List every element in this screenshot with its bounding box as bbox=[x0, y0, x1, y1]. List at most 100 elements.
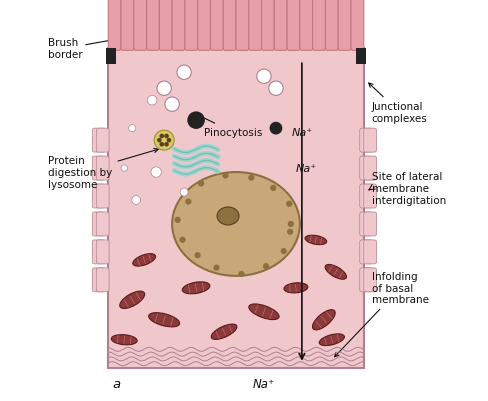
FancyBboxPatch shape bbox=[121, 0, 134, 51]
Circle shape bbox=[121, 166, 127, 172]
FancyBboxPatch shape bbox=[364, 129, 377, 153]
Circle shape bbox=[165, 98, 179, 112]
Text: Brush
border: Brush border bbox=[48, 38, 107, 60]
Circle shape bbox=[158, 139, 161, 142]
FancyBboxPatch shape bbox=[96, 184, 109, 209]
Ellipse shape bbox=[120, 292, 144, 309]
FancyBboxPatch shape bbox=[364, 184, 377, 209]
FancyBboxPatch shape bbox=[325, 0, 338, 51]
FancyBboxPatch shape bbox=[351, 0, 364, 51]
Ellipse shape bbox=[183, 282, 210, 294]
FancyBboxPatch shape bbox=[236, 0, 249, 51]
Circle shape bbox=[198, 180, 203, 185]
Bar bbox=[356, 49, 366, 65]
Ellipse shape bbox=[149, 313, 180, 327]
Circle shape bbox=[269, 188, 274, 193]
Text: Protein
digestion by
lysosome: Protein digestion by lysosome bbox=[48, 149, 158, 189]
FancyBboxPatch shape bbox=[96, 129, 109, 153]
Circle shape bbox=[180, 188, 188, 196]
FancyBboxPatch shape bbox=[360, 268, 372, 292]
Circle shape bbox=[160, 143, 163, 146]
Circle shape bbox=[269, 82, 283, 96]
FancyBboxPatch shape bbox=[96, 213, 109, 236]
FancyBboxPatch shape bbox=[92, 240, 105, 264]
FancyBboxPatch shape bbox=[210, 0, 223, 51]
Circle shape bbox=[291, 230, 296, 235]
Text: Na⁺: Na⁺ bbox=[292, 128, 313, 138]
Circle shape bbox=[257, 70, 271, 84]
Text: Na⁺: Na⁺ bbox=[253, 377, 275, 390]
Circle shape bbox=[286, 202, 291, 207]
FancyBboxPatch shape bbox=[287, 0, 300, 51]
FancyBboxPatch shape bbox=[92, 213, 105, 236]
Ellipse shape bbox=[217, 207, 239, 225]
FancyBboxPatch shape bbox=[92, 268, 105, 292]
Circle shape bbox=[264, 265, 269, 269]
FancyBboxPatch shape bbox=[360, 157, 372, 180]
FancyBboxPatch shape bbox=[364, 240, 377, 264]
Circle shape bbox=[165, 143, 168, 146]
FancyBboxPatch shape bbox=[360, 129, 372, 153]
Circle shape bbox=[269, 122, 283, 135]
Circle shape bbox=[248, 178, 253, 182]
Circle shape bbox=[132, 196, 141, 205]
Circle shape bbox=[157, 82, 171, 96]
Circle shape bbox=[239, 271, 244, 276]
FancyBboxPatch shape bbox=[262, 0, 274, 51]
FancyBboxPatch shape bbox=[96, 240, 109, 264]
FancyBboxPatch shape bbox=[364, 213, 377, 236]
Circle shape bbox=[154, 131, 174, 151]
Circle shape bbox=[291, 222, 296, 227]
Ellipse shape bbox=[319, 334, 345, 346]
Text: Infolding
of basal
membrane: Infolding of basal membrane bbox=[335, 271, 429, 357]
Circle shape bbox=[190, 257, 195, 262]
Ellipse shape bbox=[325, 265, 346, 279]
Ellipse shape bbox=[172, 172, 300, 276]
FancyBboxPatch shape bbox=[360, 240, 372, 264]
FancyBboxPatch shape bbox=[96, 157, 109, 180]
FancyBboxPatch shape bbox=[96, 268, 109, 292]
FancyBboxPatch shape bbox=[185, 0, 198, 51]
FancyBboxPatch shape bbox=[92, 129, 105, 153]
FancyBboxPatch shape bbox=[364, 268, 377, 292]
Circle shape bbox=[177, 66, 191, 80]
FancyBboxPatch shape bbox=[249, 0, 262, 51]
Text: Site of lateral
membrane
interdigitation: Site of lateral membrane interdigitation bbox=[372, 172, 446, 205]
FancyBboxPatch shape bbox=[108, 49, 364, 368]
Text: Na⁺: Na⁺ bbox=[296, 164, 317, 174]
Text: Pinocytosis: Pinocytosis bbox=[196, 115, 263, 138]
Ellipse shape bbox=[284, 283, 308, 293]
FancyBboxPatch shape bbox=[313, 0, 325, 51]
Circle shape bbox=[167, 139, 170, 142]
Circle shape bbox=[183, 198, 187, 203]
Ellipse shape bbox=[133, 254, 156, 266]
FancyBboxPatch shape bbox=[198, 0, 210, 51]
Text: Junctional
complexes: Junctional complexes bbox=[369, 84, 427, 124]
FancyBboxPatch shape bbox=[108, 0, 121, 51]
FancyBboxPatch shape bbox=[364, 157, 377, 180]
FancyBboxPatch shape bbox=[274, 0, 287, 51]
Circle shape bbox=[223, 173, 228, 178]
FancyBboxPatch shape bbox=[92, 157, 105, 180]
FancyBboxPatch shape bbox=[338, 0, 351, 51]
FancyBboxPatch shape bbox=[360, 184, 372, 209]
Ellipse shape bbox=[305, 236, 326, 245]
Bar bbox=[106, 49, 116, 65]
Circle shape bbox=[165, 135, 168, 138]
Circle shape bbox=[213, 268, 218, 273]
FancyBboxPatch shape bbox=[134, 0, 146, 51]
Circle shape bbox=[129, 125, 136, 132]
Ellipse shape bbox=[111, 335, 137, 345]
Circle shape bbox=[160, 135, 163, 138]
FancyBboxPatch shape bbox=[92, 184, 105, 209]
Circle shape bbox=[282, 249, 287, 254]
Circle shape bbox=[178, 218, 183, 223]
Text: a: a bbox=[112, 377, 121, 390]
FancyBboxPatch shape bbox=[223, 0, 236, 51]
Ellipse shape bbox=[249, 304, 279, 320]
FancyBboxPatch shape bbox=[146, 0, 160, 51]
Ellipse shape bbox=[312, 310, 335, 330]
Circle shape bbox=[147, 96, 157, 106]
FancyBboxPatch shape bbox=[300, 0, 313, 51]
Circle shape bbox=[175, 239, 180, 244]
